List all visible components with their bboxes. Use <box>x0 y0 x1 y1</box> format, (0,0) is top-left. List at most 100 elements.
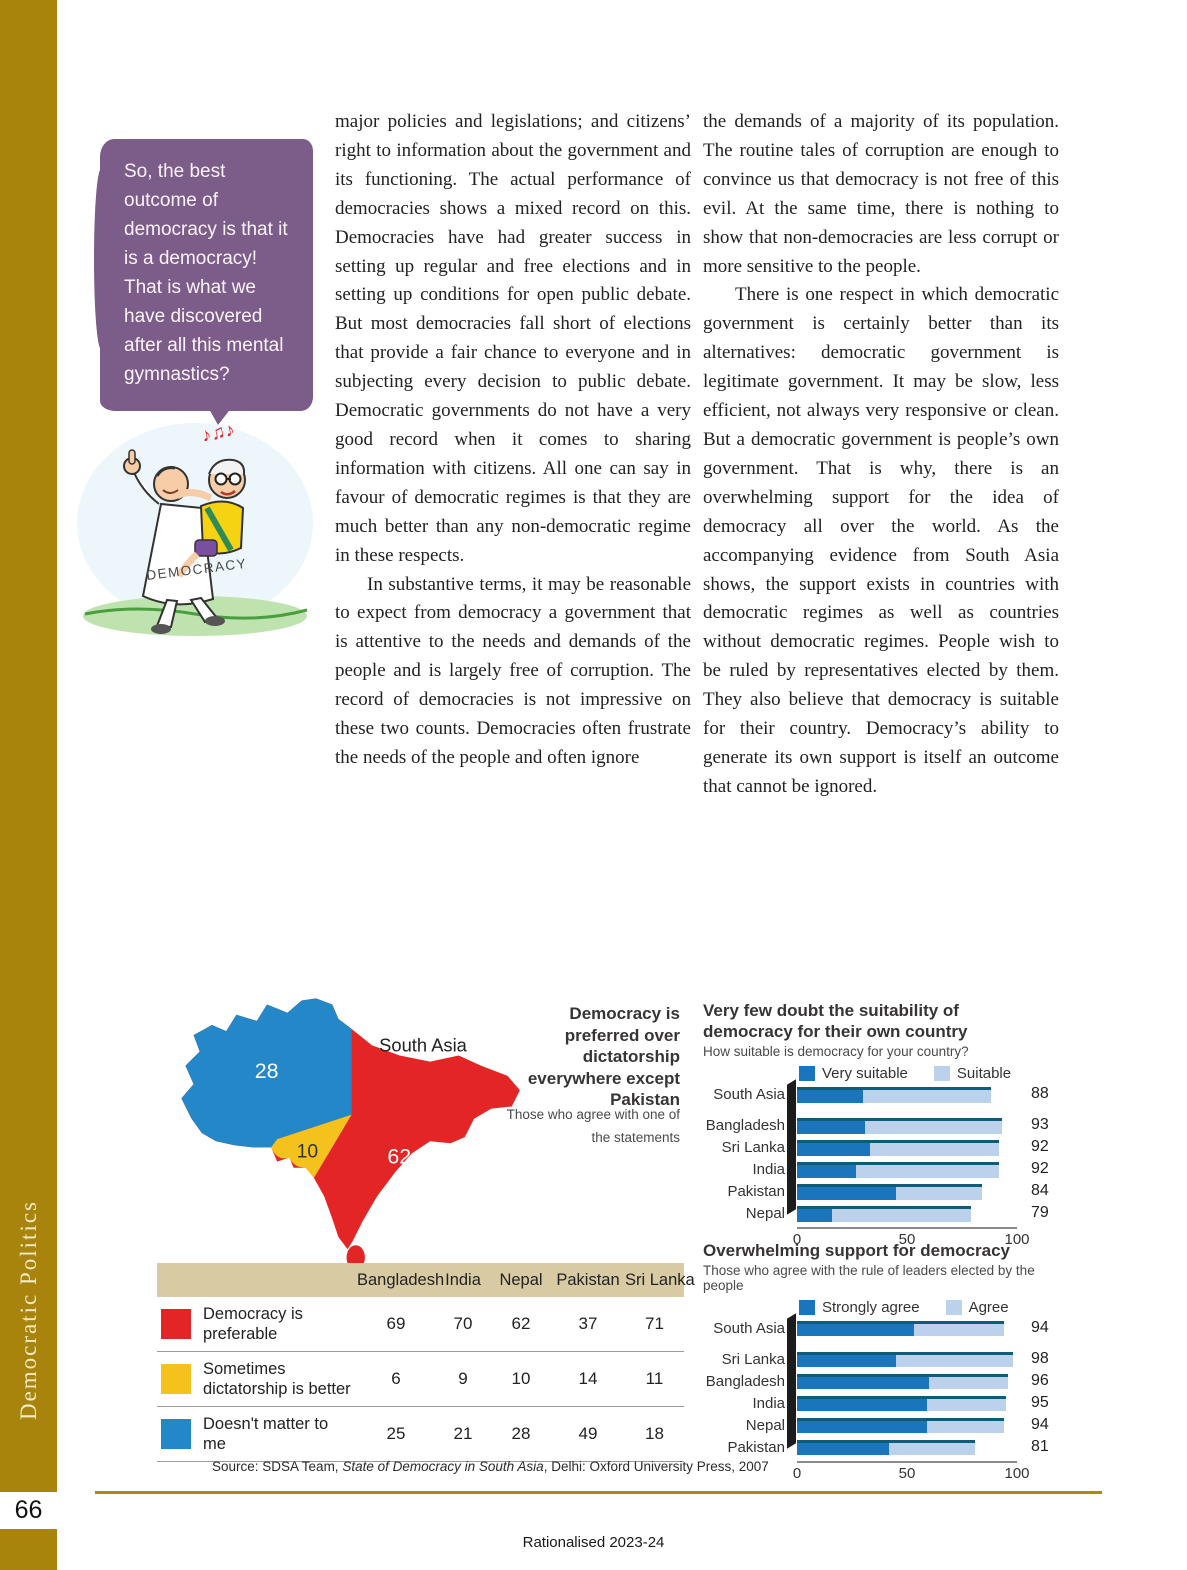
cartoon-democracy-carry: ♪♫♪ DEMOCRACY <box>75 408 320 643</box>
bar-track: 95 <box>797 1393 1049 1412</box>
stacked-bar <box>797 1320 1004 1336</box>
table-cell-value: 71 <box>645 1314 664 1333</box>
bar-track: 94 <box>797 1318 1049 1337</box>
legend-swatch-light <box>945 1300 962 1315</box>
bar-value-label: 94 <box>1031 1415 1049 1433</box>
article-left-column: major policies and legislations; and cit… <box>335 108 691 773</box>
table-cell-value: 25 <box>386 1424 406 1443</box>
bar-value-label: 88 <box>1031 1084 1049 1102</box>
bar-segment-dark <box>797 1323 914 1336</box>
bar-track: 92 <box>797 1138 1049 1156</box>
chart-rows: South Asia 88 Bangladesh 93 Sri Lanka 92 India… <box>703 1079 1049 1222</box>
bar-category-label: Bangladesh <box>705 1117 785 1134</box>
table-cell-value: 70 <box>453 1314 473 1333</box>
bar-row: Bangladesh 96 <box>703 1372 1049 1391</box>
bar-track: 92 <box>797 1160 1049 1178</box>
cartoon-oldman-smile <box>220 490 236 496</box>
legend-label: Very suitable <box>822 1065 908 1082</box>
map-caption: Democracy is preferred over dictatorship… <box>527 1004 680 1109</box>
table-cell-value: 11 <box>645 1369 664 1388</box>
stacked-bar <box>797 1205 971 1222</box>
map-subcaption: Those who agree with one of the statemen… <box>506 1107 680 1145</box>
stacked-bar <box>797 1373 1009 1389</box>
bar-row: Pakistan 81 <box>703 1438 1048 1457</box>
table-row: Sometimes dictatorship is better 6 9 10 14 11 <box>157 1352 684 1407</box>
table-row-label: Doesn't matter to me <box>203 1415 329 1453</box>
paragraph: There is one respect in which democratic… <box>703 284 1059 797</box>
south-asia-map: 28 10 62 South Asia <box>163 992 525 1270</box>
table-cell-value: 28 <box>511 1424 531 1443</box>
cartoon-oldman-arm <box>175 489 213 502</box>
bar-category-label: South Asia <box>713 1086 785 1103</box>
stacked-bar <box>797 1439 976 1455</box>
page-number: 66 <box>0 1492 57 1529</box>
speech-bubble-text: So, the best outcome of democracy is tha… <box>124 161 288 385</box>
bar-category-label: Pakistan <box>727 1183 785 1200</box>
stacked-bar <box>797 1351 1013 1367</box>
table-column-header: Nepal <box>499 1270 543 1289</box>
stacked-bar <box>797 1086 991 1103</box>
support-chart: Overwhelming support for democracy Those … <box>703 1240 1049 1483</box>
bar-value-label: 95 <box>1031 1393 1049 1411</box>
bar-segment-dark <box>797 1186 896 1200</box>
bar-category-label: India <box>752 1395 785 1412</box>
cartoon-shoe-right <box>205 616 225 626</box>
table-cell-value: 14 <box>578 1369 598 1388</box>
cartoon-ground <box>83 596 307 636</box>
bar-row: South Asia 88 <box>703 1084 1049 1104</box>
paragraph: major policies and legislations; and cit… <box>335 111 691 566</box>
axis-tick-label: 50 <box>898 1231 916 1248</box>
cartoon-grass-line <box>84 607 308 620</box>
table-row: Doesn't matter to me 25 21 28 49 18 <box>157 1407 684 1462</box>
speech-bubble: So, the best outcome of democracy is tha… <box>94 139 313 425</box>
bar-category-label: India <box>752 1161 785 1178</box>
table-cell-value: 10 <box>511 1369 531 1388</box>
stacked-bar <box>797 1395 1006 1411</box>
bar-track: 88 <box>797 1084 1049 1103</box>
chart-title: Very few doubt the suitability of democr… <box>703 1001 968 1041</box>
bar-row: Nepal 94 <box>703 1415 1049 1435</box>
table-row-label: Sometimes dictatorship is better <box>203 1360 351 1398</box>
cartoon-oldman-leg <box>175 551 200 578</box>
cartoon-svg: ♪♫♪ DEMOCRACY <box>77 419 313 636</box>
table-cell-value: 21 <box>453 1424 473 1443</box>
axis-tick-label: 100 <box>1004 1231 1030 1248</box>
stacked-bar <box>797 1417 1004 1433</box>
table-cell-value: 18 <box>645 1424 664 1443</box>
chart-x-axis: 0 50 100 <box>793 1227 1030 1249</box>
cartoon-green-sash <box>204 506 234 552</box>
paragraph: the demands of a majority of its populat… <box>703 111 1059 277</box>
stacked-bar <box>797 1161 1000 1178</box>
color-swatch <box>161 1364 191 1394</box>
bar-row: Sri Lanka 98 <box>703 1350 1049 1369</box>
bar-category-label: Nepal <box>745 1205 785 1222</box>
map-value-blue: 28 <box>255 1059 279 1083</box>
bar-row: Pakistan 84 <box>703 1182 1048 1201</box>
axis-tick-label: 0 <box>792 1465 802 1482</box>
legend-label: Suitable <box>956 1065 1012 1082</box>
legend-label: Agree <box>968 1299 1009 1316</box>
bar-segment-dark <box>797 1376 929 1389</box>
bar-row: South Asia 94 <box>703 1318 1049 1338</box>
chart-rows: South Asia 94 Sri Lanka 98 Bangladesh 96 India… <box>703 1313 1049 1457</box>
cartoon-shoe-left <box>151 624 171 634</box>
cartoon-leg-left <box>155 598 179 629</box>
chart-3d-axis-spine <box>787 1313 796 1449</box>
map-region-label: South Asia <box>379 1034 468 1055</box>
table-cell-value: 6 <box>391 1369 401 1388</box>
table-cell-value: 49 <box>578 1424 598 1443</box>
table-column-header: Bangladesh <box>357 1270 445 1289</box>
bar-segment-dark <box>797 1398 927 1411</box>
legend-swatch-dark <box>799 1300 815 1315</box>
bar-track: 96 <box>797 1372 1049 1390</box>
cartoon-carrier-hair <box>155 466 176 477</box>
chart-x-axis: 0 50 100 <box>793 1461 1030 1483</box>
bar-value-label: 94 <box>1031 1318 1049 1336</box>
bar-segment-dark <box>797 1120 866 1134</box>
legend-swatch-light <box>933 1066 950 1081</box>
source-title: State of Democracy in South Asia <box>342 1459 544 1474</box>
legend-key: Agree <box>945 1299 1009 1316</box>
table-column-header: Pakistan <box>556 1270 620 1289</box>
map-value-red: 62 <box>387 1145 411 1169</box>
